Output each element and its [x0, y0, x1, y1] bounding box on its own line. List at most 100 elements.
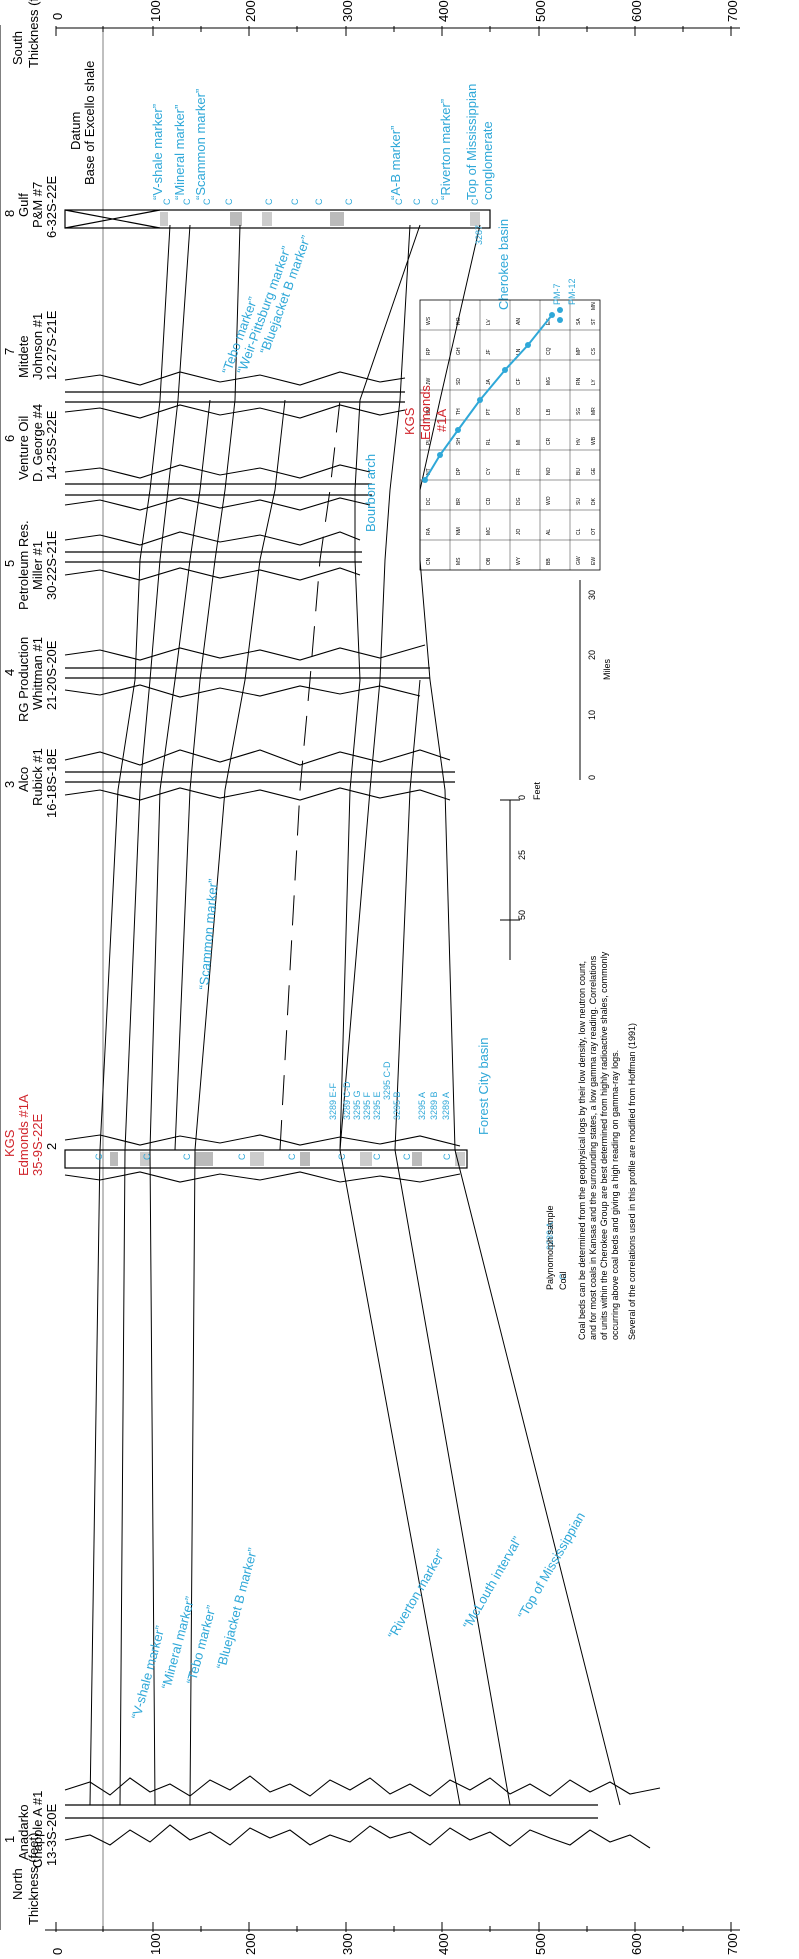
sample-labels: 3289 E-F 3289 C-D 3295 G 3295 F 3295 E 3… [328, 225, 484, 1120]
basin-cherokee: Cherokee basin [496, 219, 511, 310]
south-tick-100: 100 [148, 0, 163, 22]
north-label: North [10, 1868, 25, 1900]
label-bluejacket-left: “Bluejacket B marker” [213, 1546, 260, 1671]
well-1-number: 1 [2, 1836, 17, 1843]
county-47: SU [576, 498, 582, 505]
datum: Datum Base of Excello shale [68, 30, 104, 1930]
marker-labels-right: “V-shale marker” “Mineral marker” “Scamm… [150, 84, 495, 200]
coal-w8-11: C [430, 198, 440, 205]
county-26: LV [486, 319, 492, 325]
note-line-2: and for most coals in Kansas and the sur… [588, 955, 598, 1340]
miles-tick-10: 10 [587, 710, 597, 720]
sample-2: 3295 G [352, 1090, 362, 1120]
south-axis: South Thickness (feet) 0 100 200 300 400… [10, 0, 740, 68]
south-label: South [10, 31, 25, 65]
basin-bourbon: Bourbon arch [363, 454, 378, 532]
map-pm12: PM-12 [567, 278, 577, 305]
well-header-1: 1 Anadarko Chapple A #1 13-3S-20E [2, 1791, 59, 1868]
county-21: CY [486, 467, 492, 475]
well-header-5: 5 Petroleum Res. Miller #1 30-22S-21E [2, 520, 59, 610]
coal-w2-7: C [372, 1153, 382, 1160]
county-60: LY [591, 379, 597, 385]
corr-scammon [174, 224, 241, 1151]
north-thickness-label: Thickness (feet) [26, 1833, 41, 1925]
label-mclouth-left: “McLouth interval” [460, 1534, 525, 1632]
coal-w8-9: C [394, 198, 404, 205]
well-7-log [64, 404, 406, 419]
map-kgs: KGS [402, 407, 417, 435]
north-tick-300: 300 [340, 1933, 355, 1955]
label-scammon-right: “Scammon marker” [193, 89, 208, 200]
coal-w8-2: C [182, 198, 192, 205]
county-28: JO [516, 529, 522, 536]
corr-v-shale [89, 224, 171, 1806]
feet-tick-50: 50 [517, 910, 527, 920]
coal-w8-3: C [202, 198, 212, 205]
county-41: LB [546, 408, 552, 415]
county-51: RN [576, 377, 582, 385]
well-4-log [64, 684, 421, 698]
coal-w8-4: C [224, 198, 234, 205]
south-tick-0: 0 [50, 13, 65, 20]
label-scammon-mid: “Scammon marker” [196, 878, 221, 990]
well-2-operator: KGS [2, 1129, 17, 1157]
well-header-3: 3 Alco Rubick #1 16-18S-18E [2, 748, 59, 818]
south-thickness-label: Thickness (feet) [26, 0, 41, 68]
north-ticks: 0 100 200 300 400 500 600 700 [50, 1922, 740, 1955]
county-50: SG [576, 408, 582, 415]
coal-w8-5: C [264, 198, 274, 205]
county-23: PT [486, 409, 492, 415]
corr-mclouth [394, 679, 511, 1806]
label-riverton-right: “Riverton marker” [438, 99, 453, 200]
county-46: CL [576, 528, 582, 535]
well-2-location: 35-9S-22E [30, 1114, 45, 1176]
north-tick-500: 500 [533, 1933, 548, 1955]
north-tick-400: 400 [436, 1933, 451, 1955]
county-2: DC [426, 497, 432, 505]
county-62: ST [591, 319, 597, 325]
well-2-coals: C C C C C C C C C [94, 1153, 452, 1160]
feet-tick-0: 0 [517, 795, 527, 800]
county-0: CN [426, 557, 432, 565]
corr-bluejacket [189, 399, 286, 1806]
well-1-location: 13-3S-20E [44, 1804, 59, 1866]
label-ab-right: “A-B marker” [388, 126, 403, 200]
county-61: CS [591, 347, 597, 355]
county-16: GH [456, 347, 462, 355]
well-2-column [64, 1149, 468, 1169]
county-54: EW [591, 557, 597, 565]
correlation-lines [89, 224, 621, 1806]
map-edmonds-no: #1A [434, 409, 449, 432]
coal-w8-8: C [344, 198, 354, 205]
legend: 3289 A Palynomorph sample C Coal [545, 1205, 568, 1290]
sample-6: 3295 B [392, 1091, 402, 1120]
well-7-operator: Mitdete [16, 335, 31, 378]
south-tick-500: 500 [533, 0, 548, 22]
coal-w8-12: C [470, 198, 480, 205]
sample-8: 3289 B [429, 1091, 439, 1120]
feet-label: Feet [532, 781, 542, 800]
well-8-number: 8 [2, 210, 17, 217]
feet-tick-25: 25 [517, 850, 527, 860]
well-8-coals: C C C C C C C C C C C C [162, 198, 480, 205]
corr-weir [279, 399, 341, 1151]
coal-w2-1: C [94, 1153, 104, 1160]
south-tick-700: 700 [725, 0, 740, 22]
county-19: MC [486, 527, 492, 535]
county-38: WO [546, 496, 552, 505]
label-conglomerate-right: conglomerate [480, 121, 495, 200]
well-header-4: 4 RG Production Whittman #1 21-20S-20E [2, 637, 59, 722]
well-columns [64, 209, 598, 1819]
south-ticks: 0 100 200 300 400 500 600 700 [50, 0, 740, 36]
well-1-log-b [64, 1775, 661, 1797]
county-10: NM [456, 527, 462, 535]
county-52: MP [576, 347, 582, 355]
county-17: RO [456, 317, 462, 325]
label-mississippian-left: “Top of Mississippian [515, 1510, 588, 1622]
well-1-log [64, 1824, 651, 1849]
county-7: RP [426, 347, 432, 355]
well-header-6: 6 Venture Oil D. George #4 14-25S-22E [2, 404, 59, 482]
sample-right: 3287 [474, 225, 484, 245]
county-48: BU [576, 468, 582, 475]
